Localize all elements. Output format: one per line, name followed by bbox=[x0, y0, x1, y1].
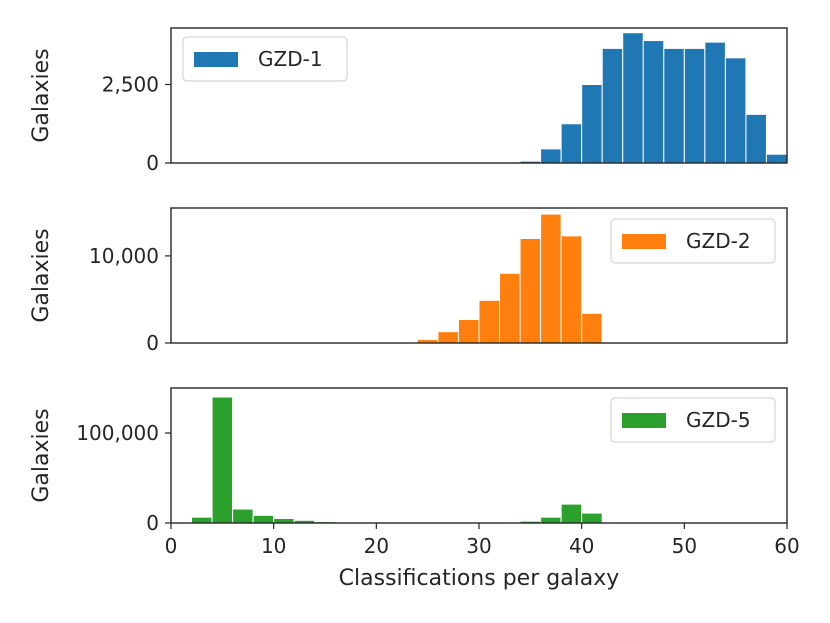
y-tick-label: 2,500 bbox=[102, 73, 159, 97]
histogram-bar bbox=[704, 41, 726, 164]
panel-frame bbox=[170, 27, 788, 164]
legend-box bbox=[610, 218, 776, 264]
histogram-bar bbox=[499, 272, 521, 344]
histogram-bar bbox=[519, 237, 542, 344]
x-tick-label: 0 bbox=[165, 534, 178, 558]
y-axis-label: Galaxies bbox=[29, 48, 54, 142]
histogram-bar bbox=[642, 40, 665, 164]
legend: GZD-1 bbox=[182, 36, 348, 82]
legend-label: GZD-1 bbox=[258, 47, 323, 71]
histogram-bar bbox=[232, 508, 254, 524]
legend-swatch bbox=[194, 52, 238, 67]
y-axis-label: Galaxies bbox=[29, 228, 54, 322]
histogram-bar bbox=[683, 47, 706, 164]
histogram-bar bbox=[601, 47, 624, 164]
histogram-bar bbox=[745, 113, 767, 164]
legend-swatch bbox=[622, 413, 666, 428]
y-tick-label: 10,000 bbox=[89, 244, 159, 268]
histogram-bar bbox=[663, 47, 685, 164]
legend: GZD-5 bbox=[610, 397, 776, 443]
histogram-bar bbox=[457, 318, 480, 344]
panel-gzd-5: 0 100,000 Galaxies GZD-5 bbox=[29, 387, 788, 535]
histogram-bar bbox=[211, 396, 234, 524]
histogram-bar bbox=[581, 312, 603, 344]
x-axis: 0 10 20 30 40 50 60 bbox=[165, 523, 800, 558]
legend-label: GZD-5 bbox=[686, 408, 751, 432]
histogram-bar bbox=[540, 148, 562, 164]
histogram-bar bbox=[540, 213, 562, 344]
x-tick-label: 30 bbox=[466, 534, 491, 558]
histogram-bar bbox=[560, 123, 583, 164]
x-tick-label: 20 bbox=[364, 534, 389, 558]
legend-box bbox=[610, 397, 776, 443]
x-tick-label: 40 bbox=[569, 534, 594, 558]
legend-label: GZD-2 bbox=[686, 229, 751, 253]
histogram-bar bbox=[724, 57, 747, 164]
histogram-bar bbox=[560, 503, 583, 524]
x-tick-label: 60 bbox=[774, 534, 799, 558]
y-axis-label: Galaxies bbox=[29, 408, 54, 502]
y-tick-label: 0 bbox=[146, 151, 159, 175]
x-tick-label: 10 bbox=[261, 534, 286, 558]
x-axis-label: Classifications per galaxy bbox=[339, 566, 620, 591]
panel-frame bbox=[170, 207, 788, 344]
y-tick-label: 0 bbox=[146, 511, 159, 535]
histogram-bar bbox=[478, 299, 501, 344]
histogram-bar bbox=[540, 516, 562, 524]
x-tick-label: 50 bbox=[672, 534, 697, 558]
y-tick-label: 100,000 bbox=[76, 421, 159, 445]
histogram-bar bbox=[622, 32, 644, 164]
histogram-bar bbox=[252, 514, 275, 524]
panel-gzd-2: 0 10,000 Galaxies GZD-2 bbox=[29, 207, 788, 355]
histogram-bar bbox=[191, 516, 213, 524]
histogram-bar bbox=[581, 84, 603, 164]
histogram-bar bbox=[765, 153, 788, 164]
legend-swatch bbox=[622, 234, 666, 249]
legend-box bbox=[182, 36, 348, 82]
histogram-bar bbox=[560, 235, 583, 344]
panel-gzd-1: 0 2,500 Galaxies GZD-1 bbox=[29, 27, 788, 175]
histogram-bar bbox=[581, 512, 603, 524]
histogram-bar bbox=[437, 331, 459, 344]
legend: GZD-2 bbox=[610, 218, 776, 264]
y-tick-label: 0 bbox=[146, 331, 159, 355]
